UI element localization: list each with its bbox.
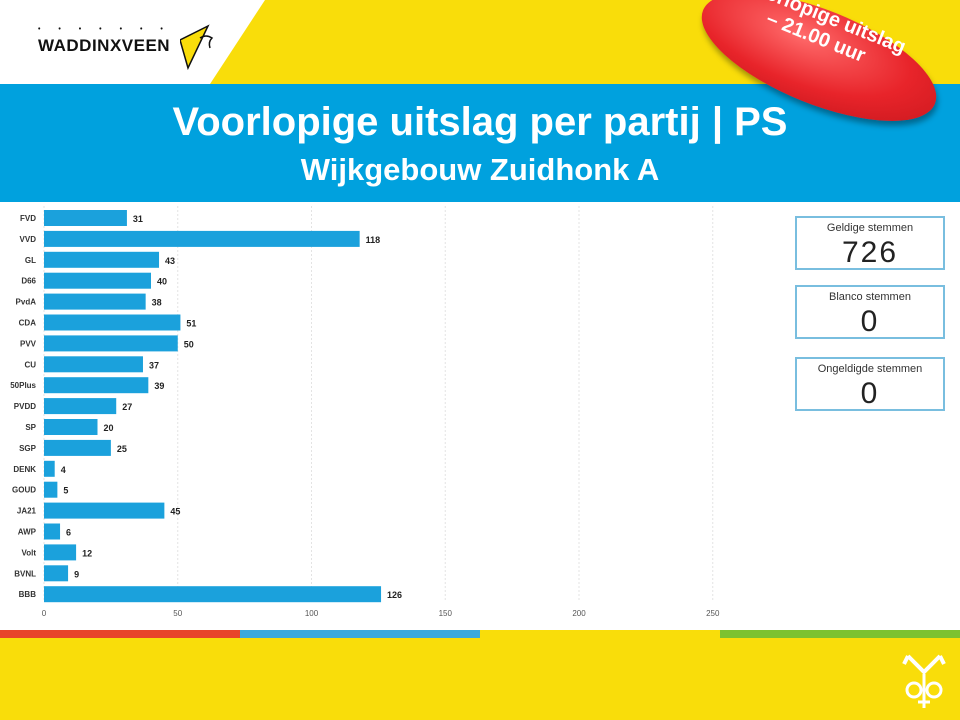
bar	[44, 272, 151, 289]
category-label: GL	[25, 256, 36, 265]
logo-background	[0, 0, 265, 84]
bar	[44, 314, 181, 331]
bar	[44, 356, 143, 373]
valid-votes-box: Geldige stemmen 726	[795, 216, 945, 270]
stripe-blue	[240, 630, 480, 638]
x-tick-label: 250	[706, 609, 720, 618]
data-label: 45	[170, 507, 180, 517]
municipality-logo: • • • • • • • WADDINXVEEN	[30, 16, 220, 72]
category-label: BVNL	[14, 569, 36, 578]
data-label: 25	[117, 444, 127, 454]
category-label: VVD	[20, 235, 37, 244]
data-label: 20	[104, 423, 114, 433]
data-label: 27	[122, 402, 132, 412]
bar	[44, 481, 58, 498]
category-label: 50Plus	[10, 381, 36, 390]
category-label: BBB	[19, 590, 37, 599]
chart-panel	[0, 202, 960, 630]
bar	[44, 586, 382, 603]
category-label: SP	[25, 423, 36, 432]
header-band	[0, 84, 960, 202]
data-label: 12	[82, 548, 92, 558]
category-label: PVV	[20, 339, 37, 348]
blank-votes-box: Blanco stemmen 0	[795, 285, 945, 339]
valid-votes-value: 726	[841, 236, 899, 269]
category-label: D66	[21, 277, 36, 286]
data-label: 5	[63, 486, 68, 496]
category-label: CDA	[19, 319, 37, 328]
category-label: JA21	[17, 507, 37, 516]
logo-text: WADDINXVEEN	[38, 36, 171, 55]
x-tick-label: 50	[173, 609, 182, 618]
bar	[44, 460, 55, 477]
invalid-votes-box: Ongeldigde stemmen 0	[795, 357, 945, 411]
stripe-yellow	[480, 630, 720, 638]
votes-bar-chart: 050100150200250300FVD31VVD118GL43D6640Pv…	[10, 206, 720, 618]
category-label: FVD	[20, 214, 36, 223]
data-label: 126	[387, 590, 402, 600]
x-tick-label: 100	[305, 609, 319, 618]
category-label: Volt	[21, 548, 36, 557]
bar	[44, 230, 360, 247]
bar	[44, 210, 127, 226]
page-subtitle: Wijkgebouw Zuidhonk A	[300, 152, 660, 187]
bar	[44, 377, 149, 394]
category-label: CU	[24, 360, 36, 369]
blank-votes-value: 0	[860, 305, 880, 338]
bar	[44, 565, 69, 582]
data-label: 37	[149, 360, 159, 370]
color-stripe	[0, 630, 960, 638]
category-label: SGP	[19, 444, 37, 453]
category-label: DENK	[13, 465, 36, 474]
data-label: 40	[157, 277, 167, 287]
page-title: Voorlopige uitslag per partij | PS	[172, 100, 788, 144]
logo-dots: • • • • • • •	[38, 26, 171, 33]
stripe-green	[720, 630, 960, 638]
data-label: 6	[66, 528, 71, 538]
logo-emblem-icon	[180, 24, 214, 70]
x-tick-label: 200	[572, 609, 586, 618]
invalid-votes-label: Ongeldigde stemmen	[817, 363, 923, 375]
bar	[44, 419, 98, 435]
bottom-banner	[0, 638, 960, 720]
data-label: 50	[184, 339, 194, 349]
data-label: 39	[154, 381, 164, 391]
invalid-votes-value: 0	[860, 377, 880, 410]
data-label: 4	[61, 465, 66, 475]
category-label: PVDD	[14, 402, 36, 411]
category-label: AWP	[18, 528, 37, 537]
data-label: 51	[186, 319, 196, 329]
bar	[44, 502, 165, 519]
category-label: PvdA	[16, 298, 37, 307]
bar	[44, 293, 146, 310]
stripe-red	[0, 630, 240, 638]
bar	[44, 544, 77, 561]
bar	[44, 523, 61, 540]
category-label: GOUD	[12, 486, 36, 495]
data-label: 43	[165, 256, 175, 266]
valid-votes-label: Geldige stemmen	[826, 222, 914, 234]
coat-of-arms-icon	[902, 654, 946, 708]
bar	[44, 251, 160, 268]
x-tick-label: 0	[42, 609, 47, 618]
x-tick-label: 150	[439, 609, 453, 618]
blank-votes-label: Blanco stemmen	[829, 291, 911, 303]
bar	[44, 398, 117, 415]
data-label: 31	[133, 214, 143, 224]
data-label: 118	[366, 235, 381, 245]
data-label: 38	[152, 298, 162, 308]
bar	[44, 335, 178, 352]
data-label: 9	[74, 569, 79, 579]
bar	[44, 439, 111, 456]
